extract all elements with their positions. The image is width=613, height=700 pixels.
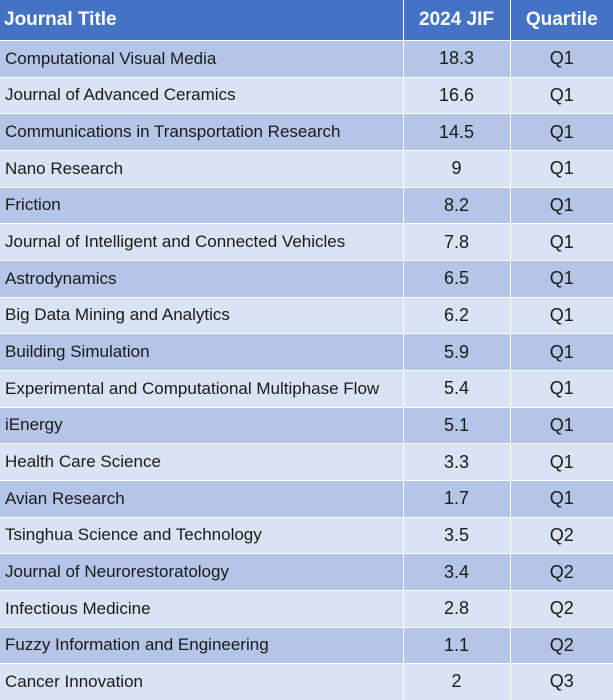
quartile-cell: Q2 xyxy=(510,516,613,554)
table-row: Communications in Transportation Researc… xyxy=(0,113,613,151)
table-row: Avian Research 1.7 Q1 xyxy=(0,479,613,518)
quartile-cell: Q1 xyxy=(510,259,613,298)
journal-title-cell: Cancer Innovation xyxy=(0,663,404,700)
journal-title-cell: Journal of Neurorestoratology xyxy=(0,553,404,591)
jif-cell: 7.8 xyxy=(403,223,511,261)
table-row: iEnergy 5.1 Q1 xyxy=(0,406,613,444)
quartile-cell: Q1 xyxy=(510,443,613,481)
jif-cell: 6.5 xyxy=(403,259,511,298)
journal-title-cell: Building Simulation xyxy=(0,333,404,371)
quartile-cell: Q1 xyxy=(510,40,613,78)
quartile-cell: Q1 xyxy=(510,113,613,151)
jif-cell: 2 xyxy=(403,663,511,700)
header-row: Journal Title 2024 JIF Quartile xyxy=(0,0,613,41)
table-row: Journal of Advanced Ceramics 16.6 Q1 xyxy=(0,76,613,114)
jif-cell: 3.4 xyxy=(403,553,511,591)
quartile-cell: Q1 xyxy=(510,186,613,224)
journal-title-cell: Big Data Mining and Analytics xyxy=(0,296,404,334)
jif-cell: 5.9 xyxy=(403,333,511,371)
jif-cell: 2.8 xyxy=(403,589,511,627)
jif-cell: 1.1 xyxy=(403,626,511,664)
table-row: Infectious Medicine 2.8 Q2 xyxy=(0,589,613,627)
journal-title-cell: Journal of Advanced Ceramics xyxy=(0,76,404,114)
quartile-cell: Q1 xyxy=(510,223,613,261)
quartile-cell: Q2 xyxy=(510,626,613,664)
table-row: Journal of Neurorestoratology 3.4 Q2 xyxy=(0,553,613,591)
quartile-cell: Q2 xyxy=(510,553,613,591)
jif-cell: 5.1 xyxy=(403,406,511,444)
jif-cell: 3.5 xyxy=(403,516,511,554)
journal-title-cell: Infectious Medicine xyxy=(0,589,404,627)
journal-title-cell: Friction xyxy=(0,186,404,224)
quartile-cell: Q1 xyxy=(510,369,613,408)
journal-title-cell: Computational Visual Media xyxy=(0,40,404,78)
journal-title-cell: Health Care Science xyxy=(0,443,404,481)
table-row: Astrodynamics 6.5 Q1 xyxy=(0,259,613,298)
table-row: Journal of Intelligent and Connected Veh… xyxy=(0,223,613,261)
jif-cell: 9 xyxy=(403,149,511,188)
column-header-journal-title: Journal Title xyxy=(0,0,404,41)
journal-title-cell: Experimental and Computational Multiphas… xyxy=(0,369,404,408)
table-row: Computational Visual Media 18.3 Q1 xyxy=(0,40,613,78)
journal-title-cell: Tsinghua Science and Technology xyxy=(0,516,404,554)
quartile-cell: Q2 xyxy=(510,589,613,627)
table-row: Friction 8.2 Q1 xyxy=(0,186,613,224)
jif-cell: 3.3 xyxy=(403,443,511,481)
jif-cell: 5.4 xyxy=(403,369,511,408)
journal-title-cell: Astrodynamics xyxy=(0,259,404,298)
column-header-quartile: Quartile xyxy=(510,0,613,41)
table-row: Building Simulation 5.9 Q1 xyxy=(0,333,613,371)
journal-title-cell: Avian Research xyxy=(0,479,404,518)
table-header: Journal Title 2024 JIF Quartile xyxy=(0,0,613,41)
quartile-cell: Q1 xyxy=(510,406,613,444)
jif-cell: 1.7 xyxy=(403,479,511,518)
table-row: Experimental and Computational Multiphas… xyxy=(0,369,613,408)
journal-title-cell: Journal of Intelligent and Connected Veh… xyxy=(0,223,404,261)
jif-cell: 8.2 xyxy=(403,186,511,224)
jif-cell: 16.6 xyxy=(403,76,511,114)
jif-cell: 6.2 xyxy=(403,296,511,334)
jif-cell: 14.5 xyxy=(403,113,511,151)
journal-title-cell: Communications in Transportation Researc… xyxy=(0,113,404,151)
table-row: Health Care Science 3.3 Q1 xyxy=(0,443,613,481)
table-row: Big Data Mining and Analytics 6.2 Q1 xyxy=(0,296,613,334)
table-row: Nano Research 9 Q1 xyxy=(0,149,613,188)
quartile-cell: Q1 xyxy=(510,149,613,188)
journal-title-cell: iEnergy xyxy=(0,406,404,444)
column-header-jif: 2024 JIF xyxy=(403,0,511,41)
journal-title-cell: Fuzzy Information and Engineering xyxy=(0,626,404,664)
table-row: Fuzzy Information and Engineering 1.1 Q2 xyxy=(0,626,613,664)
table-body: Computational Visual Media 18.3 Q1 Journal … xyxy=(0,40,613,700)
quartile-cell: Q1 xyxy=(510,479,613,518)
table-row: Tsinghua Science and Technology 3.5 Q2 xyxy=(0,516,613,554)
quartile-cell: Q3 xyxy=(510,663,613,700)
journal-title-cell: Nano Research xyxy=(0,149,404,188)
table-row: Cancer Innovation 2 Q3 xyxy=(0,663,613,700)
quartile-cell: Q1 xyxy=(510,333,613,371)
jif-cell: 18.3 xyxy=(403,40,511,78)
quartile-cell: Q1 xyxy=(510,76,613,114)
quartile-cell: Q1 xyxy=(510,296,613,334)
